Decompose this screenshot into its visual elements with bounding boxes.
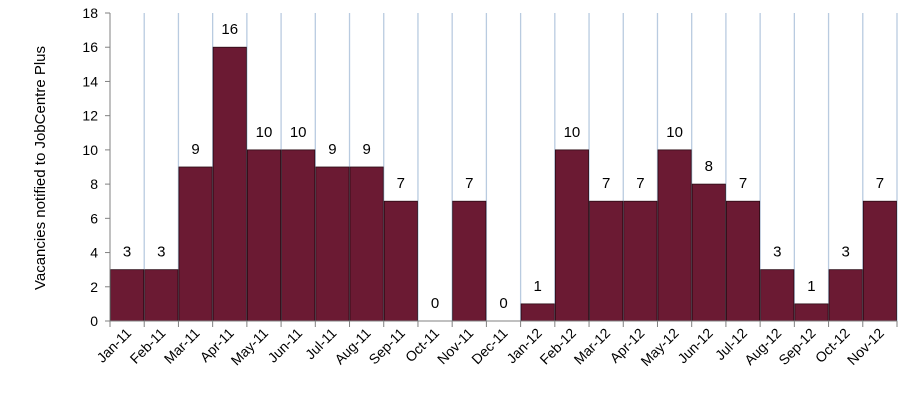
axes [105,12,898,327]
x-tick-label: Mar-12 [571,325,614,368]
y-tick-label: 18 [82,5,98,21]
data-label: 9 [191,141,199,158]
data-label: 7 [636,175,644,192]
bar-jul-12 [726,200,761,322]
x-tick-label: Jun-12 [674,325,716,367]
bar-mar-11 [178,166,213,322]
x-tick-label: Aug-12 [741,325,784,368]
data-label: 0 [499,295,507,312]
x-tick-label: Sep-11 [365,325,408,368]
data-label: 0 [431,295,439,312]
bar-jul-11 [315,166,350,322]
data-label: 1 [807,278,815,295]
bar-mar-12 [589,200,624,322]
data-label: 10 [290,124,307,141]
y-axis-title: Vacancies notified to JobCentre Plus [32,46,49,290]
x-tick-label: Sep-12 [775,325,818,368]
bar-apr-11 [212,46,247,322]
y-tick-label: 14 [82,73,98,89]
data-label: 1 [534,278,542,295]
data-label: 7 [465,175,473,192]
data-label: 7 [602,175,610,192]
data-label: 10 [666,124,683,141]
bar-feb-11 [144,269,179,322]
x-tick-label: Feb-12 [536,325,579,368]
data-label: 9 [362,141,370,158]
y-tick-label: 8 [90,176,98,192]
x-tick-label: Nov-11 [434,325,477,368]
data-label: 10 [564,124,581,141]
data-label: 3 [773,244,781,261]
bar-jan-11 [110,269,145,322]
bar-aug-11 [349,166,384,322]
y-tick-label: 4 [90,245,98,261]
bar-may-11 [246,149,281,322]
bar-sep-11 [383,200,418,322]
x-tick-label: Nov-12 [844,325,887,368]
data-label: 8 [705,158,713,175]
bar-apr-12 [623,200,658,322]
data-label: 7 [397,175,405,192]
y-tick-label: 12 [82,108,98,124]
bar-nov-11 [452,200,487,322]
data-label: 7 [739,175,747,192]
bar-may-12 [657,149,692,322]
data-label: 3 [123,244,131,261]
y-tick-label: 10 [82,142,98,158]
data-label: 10 [256,124,273,141]
x-tick-label: Dec-11 [468,325,511,368]
y-tick-label: 2 [90,279,98,295]
x-tick-label: May-12 [637,325,681,369]
x-tick-label: Feb-11 [126,325,168,367]
bar-feb-12 [554,149,589,322]
bar-sep-12 [794,303,829,322]
y-tick-label: 0 [90,313,98,329]
x-tick-label: Mar-11 [161,325,203,367]
gridlines [143,13,898,321]
bar-jun-11 [281,149,316,322]
y-tick-label: 6 [90,210,98,226]
bar-jan-12 [520,303,555,322]
data-label: 16 [221,21,238,38]
x-tick-label: Jan-12 [503,325,545,367]
bar-jun-12 [691,183,726,322]
x-tick-label: Jun-11 [264,325,305,366]
bar-aug-12 [760,269,795,322]
bar-nov-12 [862,200,897,322]
data-label: 9 [328,141,336,158]
data-label: 3 [157,244,165,261]
data-label: 7 [876,175,884,192]
x-tick-label: May-11 [228,325,272,369]
y-tick-label: 16 [82,39,98,55]
x-tick-label: Aug-11 [331,325,374,368]
bar-oct-12 [828,269,863,322]
data-label: 3 [842,244,850,261]
x-tick-label: Jan-11 [93,325,134,366]
bars [110,46,897,322]
